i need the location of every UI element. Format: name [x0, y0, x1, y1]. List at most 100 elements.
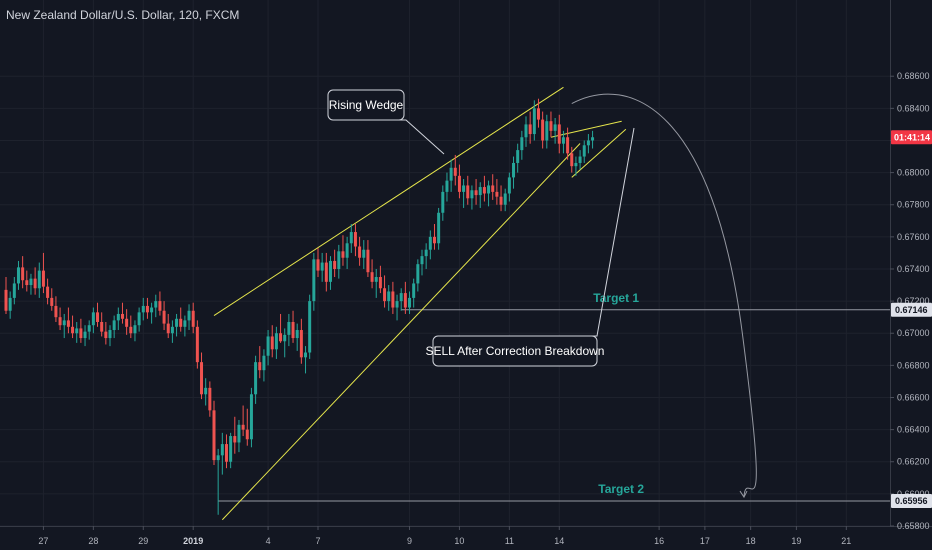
candle-body: [561, 137, 565, 144]
candle-body: [283, 334, 287, 342]
candle-body: [366, 249, 370, 273]
candle-body: [112, 320, 116, 331]
price-tick-label: 0.66200: [897, 457, 930, 467]
candle-body: [516, 150, 520, 163]
candle-body: [183, 320, 187, 327]
candle-body: [187, 310, 191, 321]
candle-body: [150, 307, 154, 313]
chart-title: New Zealand Dollar/U.S. Dollar, 120, FXC…: [6, 8, 239, 22]
candle-body: [532, 108, 536, 135]
candle-body: [212, 410, 216, 461]
price-tick-label: 0.68000: [897, 168, 930, 178]
correction-channel-lower: [571, 128, 627, 178]
price-tick-label: 0.66800: [897, 360, 930, 370]
candle-body: [208, 387, 212, 411]
candle-body: [482, 187, 486, 194]
candles-layer: [4, 98, 595, 515]
price-tick-label: 0.67600: [897, 232, 930, 242]
price-level-tag: [891, 302, 932, 317]
candle-body: [333, 260, 337, 269]
callout-text: SELL After Correction Breakdown: [426, 344, 605, 358]
price-tick-label: 0.66000: [897, 489, 930, 499]
candle-body: [66, 320, 70, 327]
candle-body: [570, 153, 574, 167]
callout-box: [327, 89, 405, 121]
candle-body: [12, 283, 16, 298]
callout-box: [432, 335, 598, 367]
candle-body: [137, 312, 141, 326]
drawings-layer: [213, 86, 757, 521]
candle-body: [191, 310, 195, 327]
candle-body: [83, 331, 87, 339]
candle-body: [586, 140, 590, 146]
candle-body: [100, 321, 104, 332]
candle-body: [96, 312, 100, 322]
candle-body: [566, 137, 570, 154]
candle-body: [445, 180, 449, 192]
candle-body: [166, 323, 170, 334]
candle-body: [462, 185, 466, 192]
time-tick-label: 16: [654, 536, 664, 546]
candle-body: [524, 124, 528, 138]
target-level-label: Target 2: [598, 482, 644, 496]
candle-body: [349, 232, 353, 244]
candle-body: [249, 394, 253, 440]
candle-body: [262, 355, 266, 371]
time-tick-label: 10: [454, 536, 464, 546]
candle-body: [437, 212, 441, 244]
time-tick-label: 18: [746, 536, 756, 546]
candle-body: [79, 328, 83, 339]
projection-arc: [571, 93, 757, 498]
candle-body: [391, 291, 395, 308]
candle-body: [441, 191, 445, 213]
candle-body: [179, 318, 183, 327]
candle-body: [574, 162, 578, 167]
candle-body: [536, 108, 540, 120]
current-price-tag-text: 01:41:14: [894, 132, 930, 142]
candle-body: [220, 444, 224, 456]
price-tick-label: 0.67000: [897, 328, 930, 338]
time-tick-label: 21: [841, 536, 851, 546]
candle-body: [54, 305, 58, 318]
candle-body: [224, 444, 228, 462]
candle-body: [25, 280, 29, 286]
candle-body: [270, 336, 274, 350]
callout-text: Rising Wedge: [329, 98, 404, 112]
candle-body: [133, 325, 137, 334]
candle-body: [353, 232, 357, 247]
wedge-trendline: [213, 86, 564, 316]
candle-body: [241, 424, 245, 430]
time-tick-label: 29: [138, 536, 148, 546]
time-tick-label: 19: [791, 536, 801, 546]
candle-body: [58, 317, 62, 326]
time-tick-label: 17: [700, 536, 710, 546]
candle-body: [308, 301, 312, 353]
price-tick-label: 0.65800: [897, 521, 930, 531]
candle-body: [387, 291, 391, 302]
candle-body: [478, 187, 482, 196]
candle-body: [503, 193, 507, 205]
candle-body: [258, 362, 262, 371]
candle-body: [29, 278, 33, 286]
candle-body: [108, 330, 112, 339]
candle-body: [91, 312, 95, 326]
time-tick-label: 7: [315, 536, 320, 546]
candle-body: [528, 124, 532, 135]
price-tick-label: 0.67400: [897, 264, 930, 274]
candle-body: [4, 289, 8, 311]
candle-body: [145, 305, 149, 313]
candle-body: [582, 145, 586, 157]
candle-body: [507, 177, 511, 194]
candle-body: [457, 175, 461, 192]
candle-body: [591, 137, 595, 141]
candle-body: [21, 267, 25, 281]
candle-body: [162, 310, 166, 324]
candle-body: [237, 424, 241, 443]
candle-body: [495, 191, 499, 197]
time-tick-label: 2019: [183, 536, 203, 546]
candle-body: [453, 167, 457, 176]
